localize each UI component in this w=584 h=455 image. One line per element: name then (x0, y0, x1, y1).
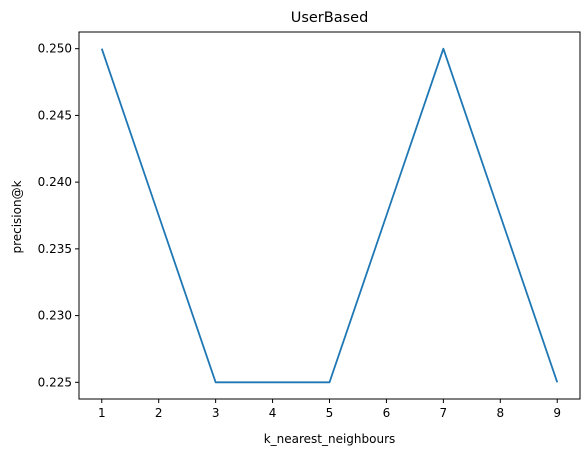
y-tick-label: 0.235 (38, 242, 72, 256)
x-tick-label: 6 (383, 406, 391, 420)
y-tick-label: 0.225 (38, 375, 72, 389)
y-axis-label: precision@k (10, 180, 24, 253)
y-tick-label: 0.250 (38, 42, 72, 56)
chart-title: UserBased (291, 10, 369, 26)
x-axis-label: k_nearest_neighbours (264, 432, 396, 446)
y-axis-ticks: 0.225 0.230 0.235 0.240 0.245 0.250 (38, 42, 79, 389)
y-tick-label: 0.230 (38, 309, 72, 323)
x-tick-label: 5 (326, 406, 334, 420)
x-axis-ticks: 1 2 3 4 5 6 7 8 9 (98, 399, 561, 420)
x-tick-label: 3 (212, 406, 220, 420)
x-tick-label: 8 (496, 406, 504, 420)
x-tick-label: 7 (440, 406, 448, 420)
plot-area (78, 31, 581, 400)
y-tick-label: 0.245 (38, 108, 72, 122)
x-tick-label: 9 (553, 406, 561, 420)
x-tick-label: 2 (155, 406, 163, 420)
axes-frame (78, 31, 581, 400)
y-tick-label: 0.240 (38, 175, 72, 189)
series-line-0 (100, 47, 559, 384)
x-tick-label: 1 (98, 406, 106, 420)
x-tick-label: 4 (269, 406, 277, 420)
